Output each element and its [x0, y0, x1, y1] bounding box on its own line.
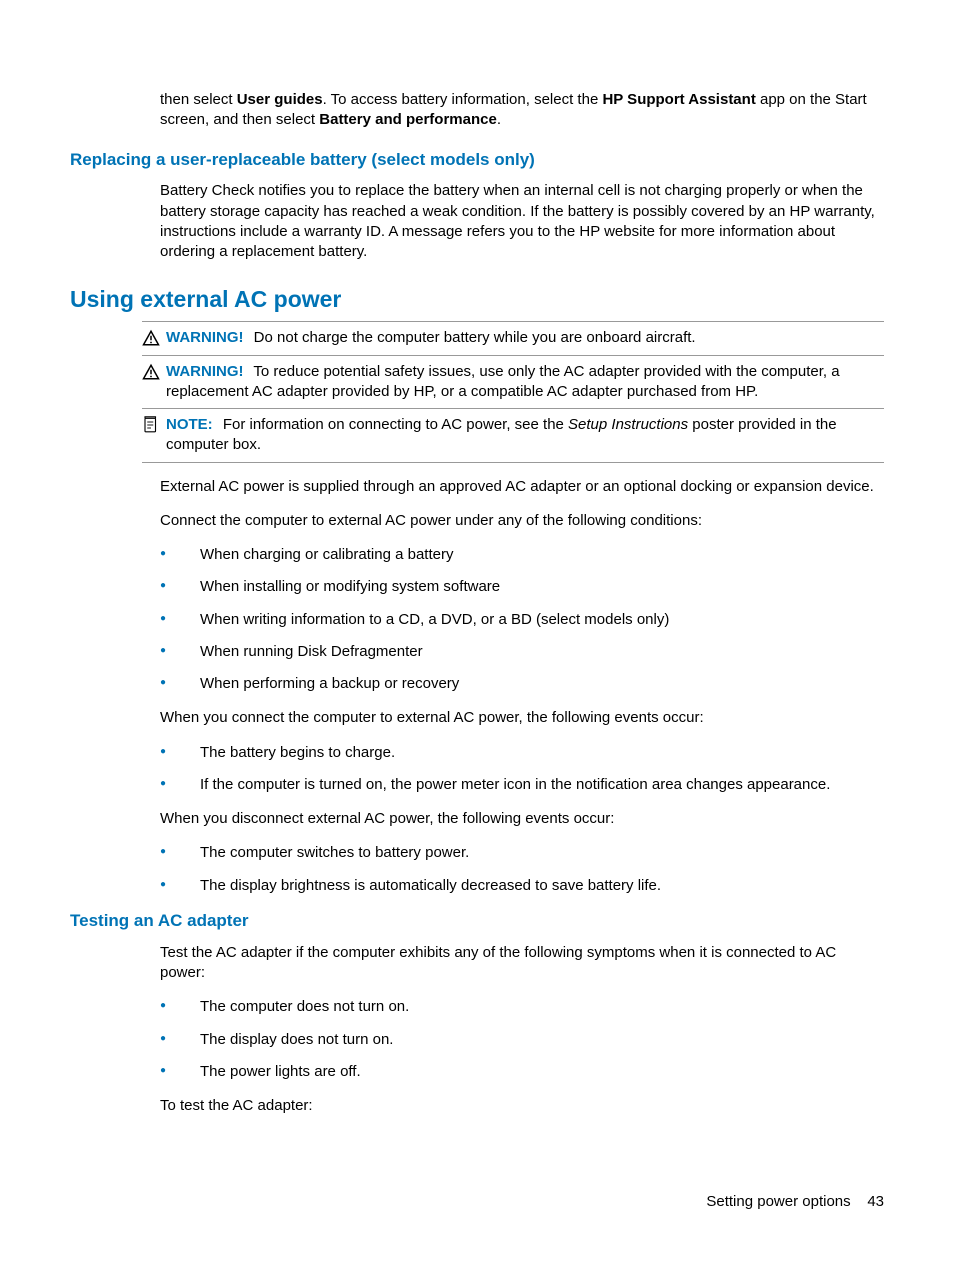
list-item: The computer switches to battery power.	[160, 843, 884, 863]
note-icon	[142, 416, 160, 434]
bold-text: Battery and performance	[319, 111, 497, 128]
list-item: The display does not turn on.	[160, 1030, 884, 1050]
list-item: When charging or calibrating a battery	[160, 545, 884, 565]
warning-body: Do not charge the computer battery while…	[254, 329, 696, 346]
list-item: When running Disk Defragmenter	[160, 642, 884, 662]
text: .	[497, 111, 501, 128]
heading-external-ac-power: Using external AC power	[70, 284, 884, 315]
testing-symptoms-list: The computer does not turn on. The displ…	[160, 997, 884, 1082]
list-item: When writing information to a CD, a DVD,…	[160, 610, 884, 630]
text: . To access battery information, select …	[323, 91, 603, 108]
list-item: The computer does not turn on.	[160, 997, 884, 1017]
replacing-body: Battery Check notifies you to replace th…	[160, 181, 884, 262]
testing-paragraph-1: Test the AC adapter if the computer exhi…	[160, 943, 884, 984]
ac-paragraph-1: External AC power is supplied through an…	[160, 477, 884, 497]
warning-body: To reduce potential safety issues, use o…	[166, 363, 840, 400]
testing-paragraph-2: To test the AC adapter:	[160, 1096, 884, 1116]
text: then select	[160, 91, 237, 108]
ac-paragraph-4: When you disconnect external AC power, t…	[160, 809, 884, 829]
note-text: NOTE: For information on connecting to A…	[166, 415, 884, 456]
list-item: When installing or modifying system soft…	[160, 577, 884, 597]
list-item: The power lights are off.	[160, 1062, 884, 1082]
warning-text: WARNING! To reduce potential safety issu…	[166, 362, 884, 403]
warning-box-1: WARNING! Do not charge the computer batt…	[142, 321, 884, 355]
list-item: The battery begins to charge.	[160, 743, 884, 763]
note-pre: For information on connecting to AC powe…	[223, 416, 568, 433]
heading-testing-ac-adapter: Testing an AC adapter	[70, 910, 884, 933]
intro-paragraph: then select User guides. To access batte…	[160, 90, 884, 131]
note-box: NOTE: For information on connecting to A…	[142, 409, 884, 463]
ac-connect-events-list: The battery begins to charge. If the com…	[160, 743, 884, 796]
warning-icon	[142, 363, 160, 381]
list-item: If the computer is turned on, the power …	[160, 775, 884, 795]
list-item: When performing a backup or recovery	[160, 674, 884, 694]
heading-replacing-battery: Replacing a user-replaceable battery (se…	[70, 149, 884, 172]
bold-text: HP Support Assistant	[602, 91, 755, 108]
ac-conditions-list: When charging or calibrating a battery W…	[160, 545, 884, 694]
bold-text: User guides	[237, 91, 323, 108]
ac-disconnect-events-list: The computer switches to battery power. …	[160, 843, 884, 896]
ac-paragraph-2: Connect the computer to external AC powe…	[160, 511, 884, 531]
list-item: The display brightness is automatically …	[160, 876, 884, 896]
warning-label: WARNING!	[166, 329, 244, 346]
warning-icon	[142, 329, 160, 347]
ac-paragraph-3: When you connect the computer to externa…	[160, 708, 884, 728]
warning-label: WARNING!	[166, 363, 244, 380]
footer-page-number: 43	[867, 1193, 884, 1210]
warning-box-2: WARNING! To reduce potential safety issu…	[142, 356, 884, 410]
note-italic: Setup Instructions	[568, 416, 688, 433]
warning-text: WARNING! Do not charge the computer batt…	[166, 328, 884, 348]
page-footer: Setting power options 43	[706, 1192, 884, 1212]
note-label: NOTE:	[166, 416, 213, 433]
footer-section: Setting power options	[706, 1193, 850, 1210]
